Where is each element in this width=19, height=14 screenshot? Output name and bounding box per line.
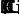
Text: Figure 3: Figure 3: [1, 0, 19, 14]
